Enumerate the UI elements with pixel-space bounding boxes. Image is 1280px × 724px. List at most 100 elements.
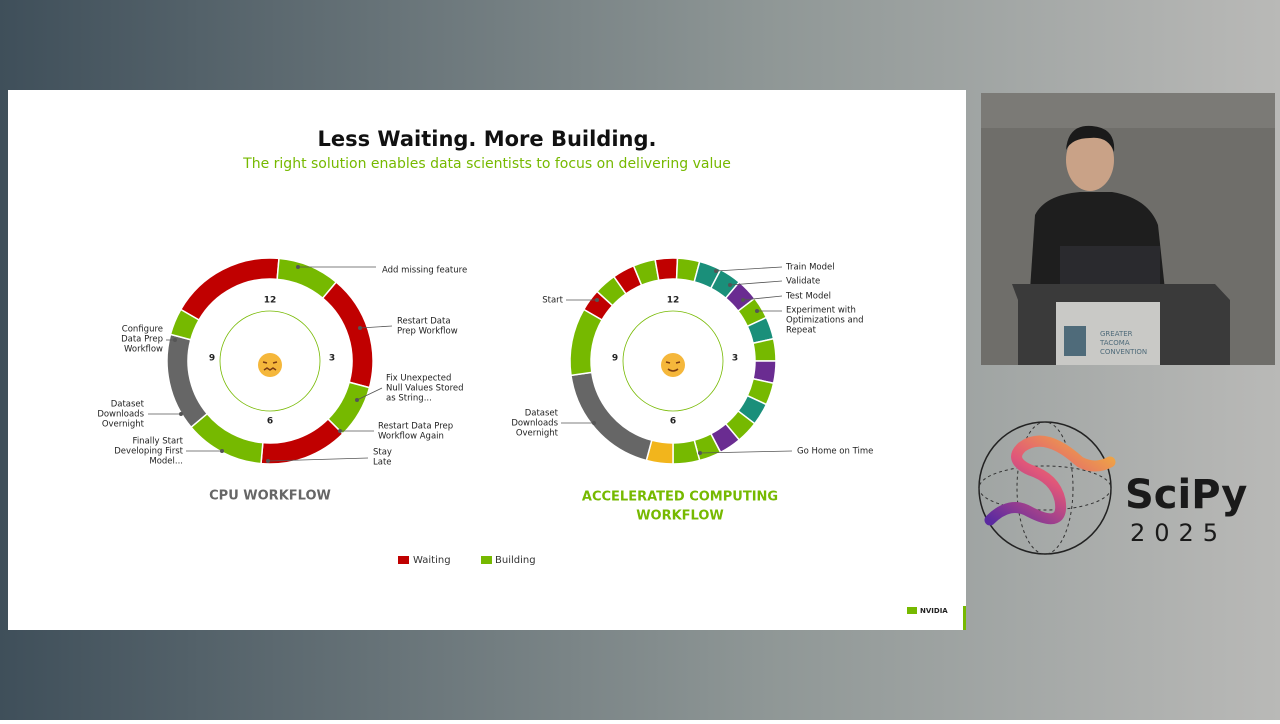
annotation: Data Prep	[121, 335, 163, 345]
leader-dot	[592, 421, 596, 425]
annotation: Developing First	[114, 447, 183, 457]
leader-dot	[179, 412, 183, 416]
leader-dot	[296, 265, 300, 269]
sign-icon	[1064, 326, 1086, 356]
brand: NVIDIA	[920, 607, 948, 615]
inner-circle	[219, 310, 321, 412]
logo-year: 2025	[1130, 519, 1227, 547]
emoji-face	[661, 353, 685, 377]
annotation: Add missing feature	[382, 266, 467, 276]
leader-line	[715, 266, 783, 272]
annotation: Restart Data Prep	[378, 422, 453, 432]
annotation: Validate	[786, 277, 820, 287]
annotation: Configure	[122, 325, 163, 335]
globe-line	[1016, 421, 1074, 555]
slide-accent	[963, 606, 966, 630]
annotation: Late	[373, 458, 392, 468]
globe-line	[978, 465, 1112, 511]
annotation: Optimizations and	[786, 316, 864, 326]
leader-line	[356, 387, 383, 401]
ring-segment	[752, 337, 777, 362]
laptop	[1060, 246, 1160, 286]
clock-number: 12	[264, 296, 277, 306]
annotation: Repeat	[786, 326, 817, 336]
leader-line	[267, 457, 369, 462]
logo-text: SciPy	[1125, 472, 1247, 518]
annotation: Workflow	[124, 345, 163, 355]
annotation: Workflow Again	[378, 432, 444, 442]
emoji-mouth	[667, 368, 679, 372]
annotation: Downloads	[97, 410, 144, 420]
cpu-caption: CPU WORKFLOW	[209, 489, 331, 504]
snake	[984, 435, 1116, 526]
accel-caption: ACCELERATED COMPUTING	[582, 490, 778, 505]
emoji-face	[258, 353, 282, 377]
leader-dot	[698, 451, 702, 455]
leader-dot	[338, 429, 342, 433]
leader-dot	[595, 298, 599, 302]
annotation: Start	[542, 296, 563, 306]
legend-label: Waiting	[413, 555, 451, 566]
leader-dot	[728, 283, 732, 287]
annotation: Finally Start	[133, 437, 184, 447]
annotation: Fix Unexpected	[386, 374, 451, 384]
clock-number: 3	[732, 354, 738, 364]
annotation: Restart Data	[397, 317, 451, 327]
clock-number: 9	[209, 354, 215, 364]
video-panel: GREATER TACOMA CONVENTION	[981, 93, 1275, 365]
leader-dot	[358, 326, 362, 330]
leader-dot	[355, 398, 359, 402]
leader-dot	[714, 269, 718, 273]
annotation: Go Home on Time	[797, 447, 873, 457]
legend-swatch	[481, 556, 492, 564]
sign-text: TACOMA	[1099, 339, 1130, 347]
sign-text: GREATER	[1100, 330, 1133, 338]
annotation: Downloads	[511, 419, 558, 429]
annotation: Stay	[373, 448, 392, 458]
annotation: Overnight	[102, 420, 145, 430]
leader-dot	[173, 338, 177, 342]
brand-mark	[907, 607, 917, 614]
emoji-mouth	[263, 367, 277, 371]
ring-segment	[672, 439, 701, 465]
clock-number: 9	[612, 354, 618, 364]
leader-dot	[741, 298, 745, 302]
annotation: Null Values Stored	[386, 384, 464, 394]
accel-caption: WORKFLOW	[636, 509, 724, 524]
ring-segment	[169, 308, 201, 341]
leader-dot	[266, 459, 270, 463]
slide-title: Less Waiting. More Building.	[317, 127, 656, 151]
leader-line	[359, 325, 393, 329]
annotation: Model...	[149, 457, 183, 467]
rings: 12 3 6 9 12 3 6 9 Add missing feature Restart Dat…	[97, 257, 873, 468]
annotation: Train Model	[785, 263, 835, 273]
annotation: Dataset	[525, 409, 559, 419]
ring-segment	[569, 308, 604, 377]
leader-line	[729, 280, 783, 286]
leader-dot	[755, 309, 759, 313]
legend-swatch	[398, 556, 409, 564]
ceiling	[981, 93, 1275, 128]
speaker-head	[1066, 129, 1114, 191]
leader-line	[742, 295, 783, 301]
leader-dot	[220, 449, 224, 453]
speaker-hair	[1066, 125, 1115, 152]
sign-text: CONVENTION	[1100, 348, 1147, 356]
emoji-eyes	[262, 361, 278, 364]
annotation: as String...	[386, 394, 432, 404]
inner-circle	[622, 310, 724, 412]
annotation: Overnight	[516, 429, 559, 439]
emoji-eyes	[665, 361, 681, 364]
leader-line	[699, 450, 793, 454]
annotation: Test Model	[785, 292, 831, 302]
annotation: Experiment with	[786, 306, 856, 316]
clock-number: 6	[267, 417, 273, 427]
annotation: Dataset	[111, 400, 145, 410]
clock-number: 12	[667, 296, 680, 306]
clock-number: 6	[670, 417, 676, 427]
slide-subtitle: The right solution enables data scientis…	[242, 156, 731, 172]
annotation: Prep Workflow	[397, 327, 458, 337]
clock-number: 3	[329, 354, 335, 364]
